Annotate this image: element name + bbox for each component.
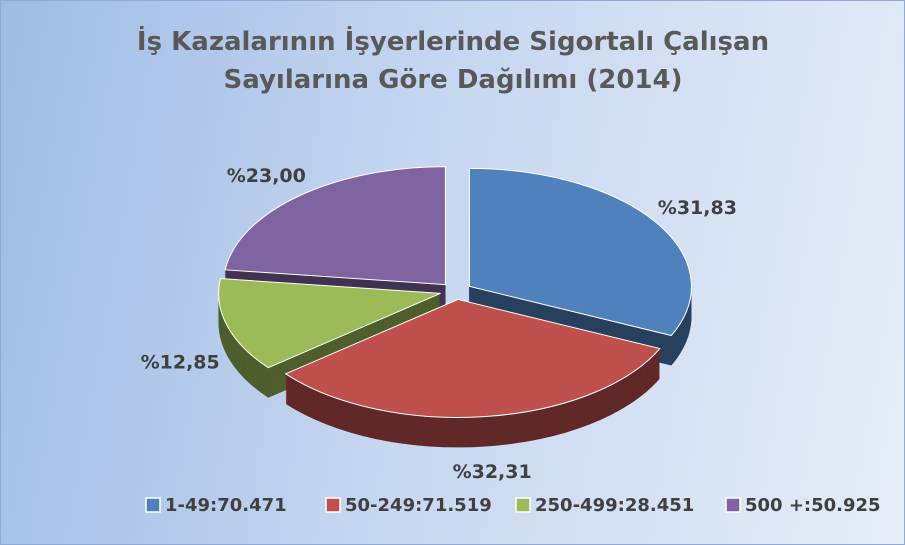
chart-title: İş Kazalarının İşyerlerinde Sigortalı Ça… xyxy=(136,27,770,95)
slice xyxy=(218,278,441,369)
legend-swatch xyxy=(725,497,741,513)
legend-label: 1-49:70.471 xyxy=(165,495,287,516)
slice xyxy=(284,298,661,418)
slice-group xyxy=(284,298,661,448)
legend-swatch xyxy=(515,497,531,513)
slice xyxy=(224,166,446,286)
data-label: %23,00 xyxy=(227,165,306,187)
legend-label: 50-249:71.519 xyxy=(345,495,492,516)
slice-group xyxy=(468,167,692,366)
legend-label: 250-499:28.451 xyxy=(535,495,694,516)
slice-group xyxy=(224,166,446,315)
legend-label: 500 +:50.925 xyxy=(745,495,881,516)
data-label: %31,83 xyxy=(658,197,737,219)
data-label: %12,85 xyxy=(141,351,220,373)
legend-swatch xyxy=(325,497,341,513)
data-label: %32,31 xyxy=(453,461,532,483)
slice-group xyxy=(218,278,441,398)
slice xyxy=(468,167,692,337)
legend-swatch xyxy=(145,497,161,513)
